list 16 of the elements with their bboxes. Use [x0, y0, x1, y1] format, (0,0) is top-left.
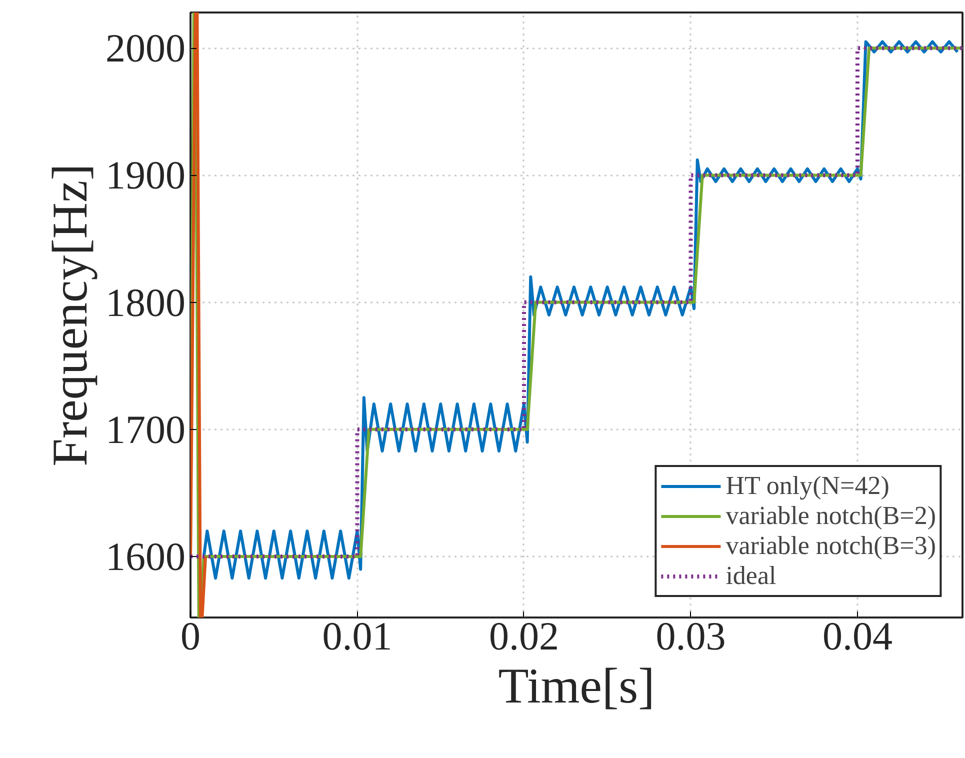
legend-label: variable notch(B=3) [726, 531, 936, 561]
x-tick-label: 0.01 [322, 614, 392, 658]
y-tick-label: 2000 [106, 26, 186, 71]
legend-label: HT only(N=42) [726, 471, 890, 501]
x-tick-label: 0.04 [822, 614, 892, 658]
y-axis-title: Frequency[Hz] [42, 164, 98, 466]
x-axis-title: Time[s] [498, 658, 655, 714]
x-tick-label: 0 [180, 614, 200, 658]
y-tick-label: 1700 [106, 406, 186, 452]
legend-label: ideal [726, 561, 776, 591]
y-tick-label: 1900 [106, 152, 186, 198]
x-tick-label: 0.02 [488, 614, 559, 658]
y-tick-label: 1800 [106, 280, 186, 325]
y-tick-label: 1600 [106, 534, 186, 579]
x-tick-label: 0.03 [656, 614, 726, 658]
legend-label: variable notch(B=2) [726, 501, 936, 531]
